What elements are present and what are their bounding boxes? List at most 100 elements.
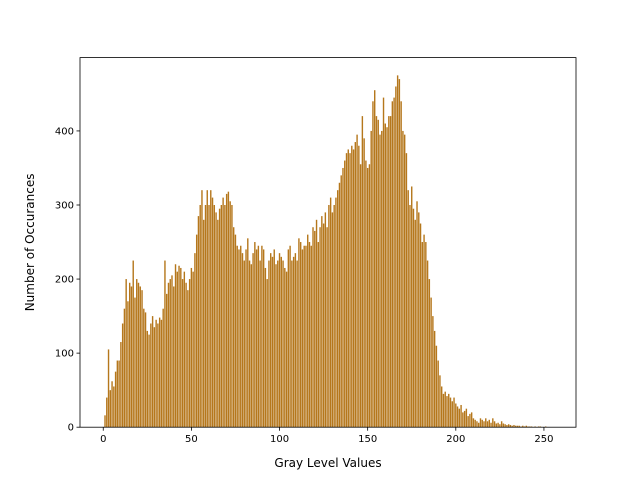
- bar: [148, 334, 150, 428]
- bar: [351, 145, 353, 428]
- bar: [296, 260, 298, 428]
- bar: [259, 260, 261, 428]
- bar: [391, 101, 394, 428]
- bar: [467, 416, 469, 428]
- bar: [171, 275, 173, 428]
- bar: [449, 397, 452, 428]
- bar: [435, 345, 438, 428]
- bar: [121, 323, 124, 428]
- bar: [481, 419, 483, 428]
- bar: [469, 413, 471, 428]
- bar: [425, 242, 427, 428]
- bar: [181, 279, 184, 428]
- bar: [411, 186, 413, 428]
- bar: [365, 160, 367, 428]
- bar: [430, 297, 432, 428]
- bar: [516, 425, 519, 428]
- bar: [174, 264, 177, 428]
- bar: [187, 290, 189, 428]
- bar: [405, 153, 408, 428]
- bar: [162, 308, 164, 428]
- bar: [328, 204, 330, 428]
- bar: [308, 242, 311, 428]
- bar: [338, 182, 341, 428]
- bar: [137, 282, 140, 428]
- bar: [201, 190, 203, 428]
- x-axis-label: Gray Level Values: [274, 456, 381, 470]
- x-tick-label: 150: [358, 434, 377, 445]
- bar: [386, 127, 388, 428]
- bar: [164, 260, 166, 428]
- bar: [490, 422, 492, 428]
- bar: [319, 227, 321, 428]
- bar: [396, 75, 399, 428]
- bar: [428, 279, 431, 428]
- bar: [354, 142, 357, 428]
- bar: [317, 242, 320, 428]
- bar: [402, 130, 404, 428]
- bar: [261, 245, 263, 428]
- bar: [361, 116, 364, 428]
- bar: [324, 212, 327, 428]
- bar: [204, 204, 207, 428]
- bar: [478, 422, 480, 428]
- bar: [211, 197, 214, 428]
- bar: [375, 116, 378, 428]
- bar: [305, 245, 307, 428]
- bar: [398, 79, 401, 428]
- bar: [310, 245, 312, 428]
- bar: [141, 290, 143, 428]
- y-tick-label: 200: [55, 275, 74, 286]
- bar: [381, 130, 383, 428]
- bar: [356, 134, 358, 428]
- bar: [472, 418, 475, 428]
- bar: [238, 249, 240, 428]
- bar: [167, 282, 170, 428]
- bar: [412, 208, 415, 428]
- bar: [185, 282, 187, 428]
- bar: [278, 253, 281, 428]
- bar: [280, 256, 282, 428]
- bar: [206, 190, 208, 428]
- bar: [271, 256, 274, 428]
- x-tick-label: 50: [185, 434, 198, 445]
- bar: [114, 371, 117, 428]
- bar: [333, 204, 335, 428]
- bar: [270, 253, 272, 428]
- bar: [372, 101, 374, 428]
- bar: [326, 227, 328, 428]
- bar: [388, 116, 390, 428]
- bar: [315, 219, 318, 428]
- bar: [264, 267, 267, 428]
- bar: [130, 286, 133, 428]
- bar: [136, 279, 138, 428]
- bar: [453, 397, 455, 428]
- bar: [118, 360, 120, 428]
- bar: [344, 160, 346, 428]
- bar: [363, 138, 365, 428]
- bar: [250, 264, 253, 428]
- bar: [314, 230, 316, 428]
- bar: [460, 404, 462, 428]
- bar: [106, 397, 108, 428]
- bar: [448, 393, 450, 428]
- bar: [146, 330, 149, 428]
- bar: [499, 424, 501, 428]
- bar: [220, 204, 223, 428]
- bar: [352, 149, 355, 428]
- bar: [169, 279, 171, 428]
- bar: [377, 119, 379, 428]
- bar: [479, 418, 482, 428]
- bar: [358, 145, 360, 428]
- x-tick-label: 0: [100, 434, 106, 445]
- bar: [451, 401, 453, 428]
- bar: [234, 234, 237, 428]
- bar: [476, 421, 478, 428]
- bar: [433, 330, 436, 428]
- bar: [321, 216, 323, 428]
- bar: [143, 308, 145, 428]
- bar: [266, 279, 268, 428]
- bar: [203, 219, 205, 428]
- bar: [495, 423, 498, 428]
- bar: [470, 412, 473, 428]
